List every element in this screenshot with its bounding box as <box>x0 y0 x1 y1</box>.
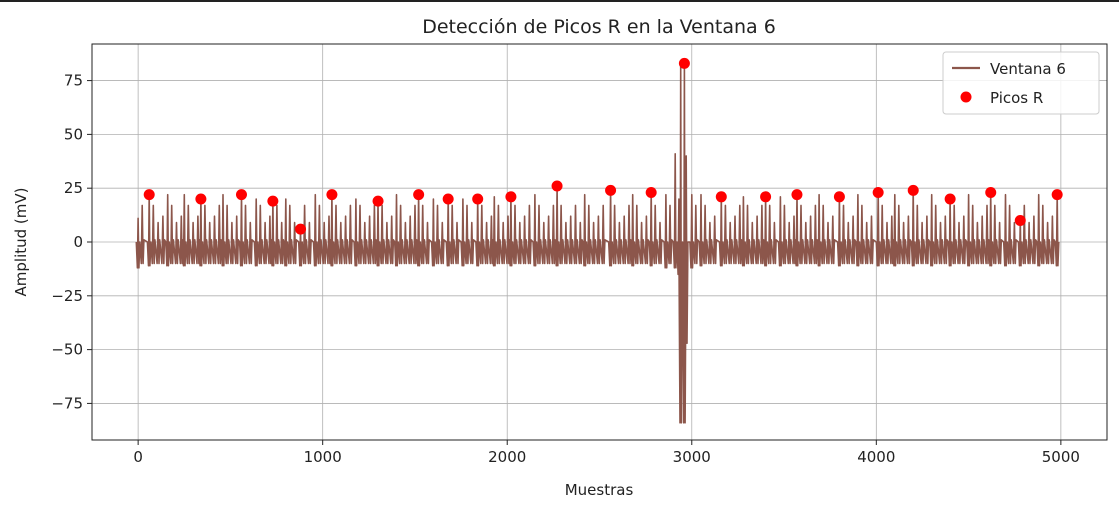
x-tick-label: 4000 <box>857 448 895 466</box>
r-peak-point <box>195 193 207 205</box>
r-peak-point <box>551 180 563 192</box>
r-peak-point <box>907 184 919 196</box>
r-peak-point <box>372 195 384 207</box>
r-peak-point <box>1051 189 1063 201</box>
r-peak-point <box>413 189 425 201</box>
y-axis-ticks: −75 −50 −25 0 25 50 75 <box>51 72 92 412</box>
x-tick-label: 1000 <box>304 448 342 466</box>
y-tick-label: −75 <box>51 394 83 412</box>
r-peak-point <box>295 223 307 235</box>
top-rule <box>0 0 1119 2</box>
legend: Ventana 6 Picos R <box>942 51 1100 115</box>
r-peak-point <box>235 189 247 201</box>
r-peak-point <box>645 187 657 198</box>
signal-line <box>135 62 1060 424</box>
legend-marker-swatch <box>960 91 972 103</box>
r-peak-point <box>872 187 884 198</box>
legend-label-signal: Ventana 6 <box>990 60 1066 78</box>
series-line-ventana-6 <box>135 62 1060 424</box>
y-tick-label: 75 <box>64 72 83 90</box>
r-peak-point <box>326 189 338 201</box>
x-axis-label: Muestras <box>565 481 634 499</box>
r-peak-point <box>442 193 454 205</box>
x-tick-label: 2000 <box>488 448 526 466</box>
r-peak-point <box>1014 214 1026 226</box>
y-tick-label: 50 <box>64 125 83 143</box>
y-tick-label: 0 <box>73 233 83 251</box>
r-peak-point <box>985 187 997 198</box>
r-peak-point <box>833 191 845 203</box>
legend-box <box>942 51 1100 115</box>
x-tick-label: 3000 <box>673 448 711 466</box>
x-axis-ticks: 0 1000 2000 3000 4000 5000 <box>133 440 1080 466</box>
r-peak-point <box>678 57 690 69</box>
r-peak-point <box>760 191 772 203</box>
r-peak-point <box>791 189 803 201</box>
x-tick-label: 5000 <box>1042 448 1080 466</box>
r-peak-point <box>143 189 155 201</box>
r-peak-point <box>605 184 617 196</box>
peaks-scatter <box>143 57 1063 235</box>
y-tick-label: 25 <box>64 179 83 197</box>
r-peak-point <box>944 193 956 205</box>
chart-title: Detección de Picos R en la Ventana 6 <box>422 16 776 38</box>
y-axis-label: Amplitud (mV) <box>12 188 30 297</box>
y-tick-label: −50 <box>51 341 83 359</box>
r-peak-point <box>267 195 279 207</box>
r-peak-point <box>472 193 484 205</box>
legend-label-peaks: Picos R <box>990 89 1043 107</box>
x-tick-label: 0 <box>133 448 143 466</box>
y-tick-label: −25 <box>51 287 83 305</box>
r-peak-point <box>715 191 727 203</box>
r-peak-point <box>505 191 517 203</box>
